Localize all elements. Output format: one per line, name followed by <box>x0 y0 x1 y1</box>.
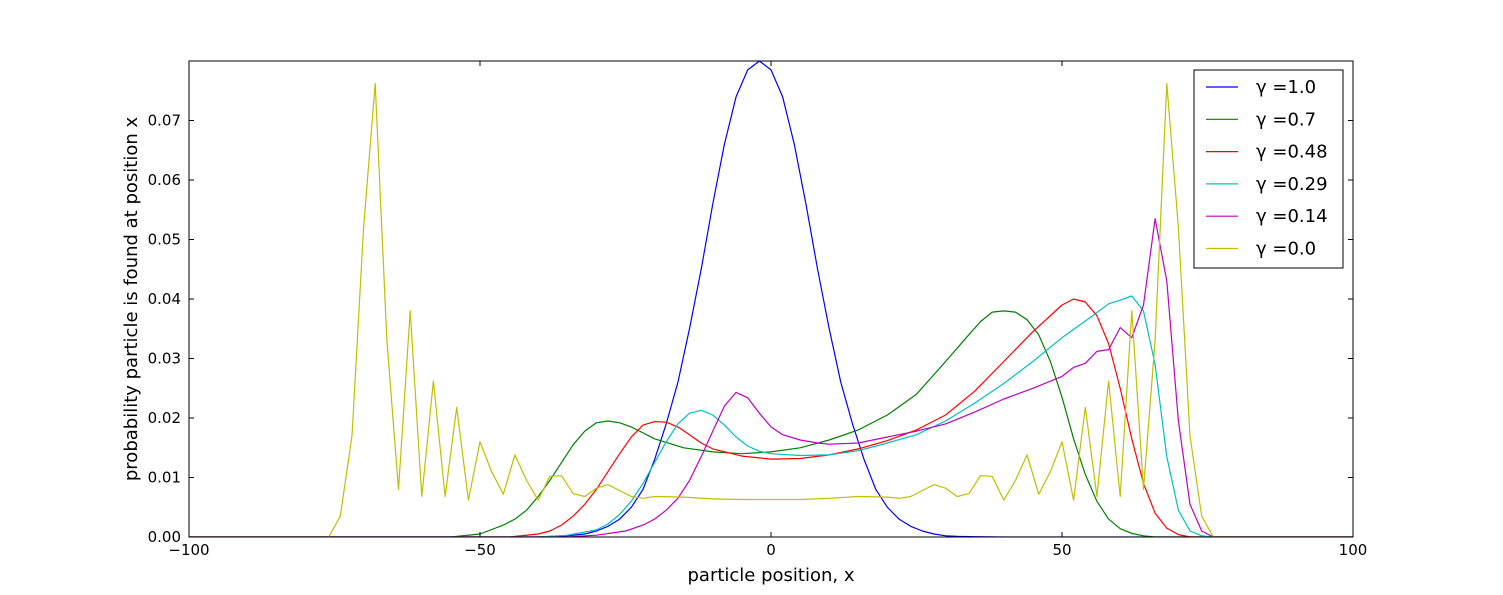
legend: γ =1.0 γ =0.7 γ =0.48 γ =0.29 γ =0.14 γ =0.0 <box>1193 69 1344 269</box>
series-line-3 <box>189 295 1353 537</box>
y-tick-label: 0.03 <box>148 350 181 368</box>
series-line-4 <box>189 218 1353 537</box>
legend-label-5: γ =0.0 <box>1256 239 1316 260</box>
y-tick-label: 0.07 <box>148 112 181 130</box>
x-tick-label: −100 <box>168 541 209 559</box>
legend-label-0: γ =1.0 <box>1256 77 1316 98</box>
y-tick-label: 0.06 <box>148 171 181 189</box>
y-tick-label: 0.00 <box>148 528 181 546</box>
series-layer <box>189 61 1353 537</box>
y-tick-label: 0.04 <box>148 290 181 308</box>
legend-label-4: γ =0.14 <box>1256 206 1328 227</box>
y-tick-label: 0.01 <box>148 469 181 487</box>
y-tick-label: 0.05 <box>148 231 181 249</box>
series-line-2 <box>189 298 1353 537</box>
legend-label-3: γ =0.29 <box>1256 174 1328 195</box>
x-tick-label: 100 <box>1339 541 1368 559</box>
series-line-0 <box>189 61 1353 537</box>
x-axis-label: particle position, x <box>687 565 854 586</box>
series-line-5 <box>189 82 1353 537</box>
ticks-layer: −100 −50 0 50 100 0.00 0.01 0.02 0.03 0.04 0.05 0.0… <box>148 61 1368 559</box>
y-axis-label: probability particle is found at positio… <box>121 117 142 482</box>
legend-label-1: γ =0.7 <box>1256 109 1316 130</box>
x-tick-label: −50 <box>464 541 496 559</box>
y-tick-label: 0.02 <box>148 409 181 427</box>
legend-label-2: γ =0.48 <box>1256 142 1328 163</box>
legend-box <box>1193 69 1344 269</box>
series-line-1 <box>189 310 1353 537</box>
x-tick-label: 0 <box>766 541 776 559</box>
x-tick-label: 50 <box>1052 541 1071 559</box>
